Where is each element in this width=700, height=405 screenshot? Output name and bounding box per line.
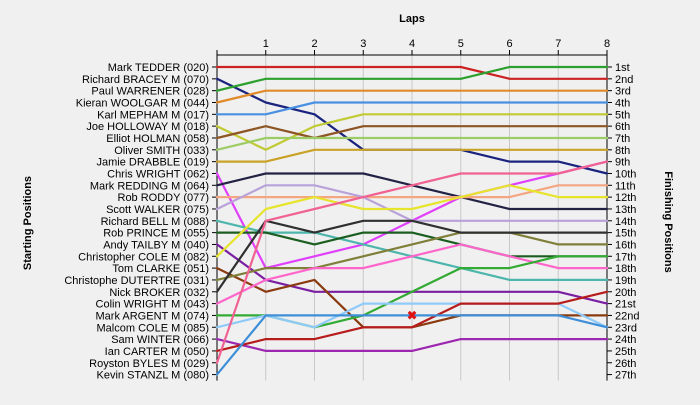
lap-label: 1 xyxy=(263,38,269,50)
series-line-4 xyxy=(215,89,609,104)
series-line-27 xyxy=(215,314,609,376)
starting-label: Richard BRACEY M (070) xyxy=(82,74,209,86)
finishing-label: 9th xyxy=(615,157,630,169)
finishing-label: 26th xyxy=(615,358,636,370)
series-line-21 xyxy=(215,243,609,305)
finishing-label: 27th xyxy=(615,370,636,382)
series-line-26 xyxy=(215,160,609,364)
finishing-label: 23rd xyxy=(615,322,637,334)
starting-label: Andy TAILBY M (040) xyxy=(103,239,209,251)
finishing-label: 18th xyxy=(615,263,636,275)
starting-label: Rob RODDY (077) xyxy=(118,192,210,204)
finishing-label: 22nd xyxy=(615,310,639,322)
starting-label: Karl MEPHAM M (017) xyxy=(97,109,209,121)
finishing-label: 10th xyxy=(615,168,636,180)
series-line-17 xyxy=(215,184,609,258)
series-line-12 xyxy=(215,184,609,199)
series-line-19 xyxy=(215,231,609,281)
finishing-label: 21st xyxy=(615,299,636,311)
lap-label: 7 xyxy=(555,38,561,50)
finishing-label: 8th xyxy=(615,145,630,157)
starting-label: Richard BELL M (088) xyxy=(101,216,209,228)
starting-label: Rob PRINCE M (055) xyxy=(103,228,209,240)
finishing-label: 17th xyxy=(615,251,636,263)
finishing-label: 2nd xyxy=(615,74,633,86)
finishing-label: 16th xyxy=(615,239,636,251)
lap-label: 3 xyxy=(360,38,366,50)
lap-label: 2 xyxy=(311,38,317,50)
starting-position-labels: Mark TEDDER (020)Richard BRACEY M (070)P… xyxy=(64,62,209,382)
starting-label: Kieran WOOLGAR M (044) xyxy=(76,97,209,109)
finishing-label: 19th xyxy=(615,275,636,287)
finishing-label: 11th xyxy=(615,180,636,192)
series-line-25 xyxy=(215,290,609,352)
starting-label: Elliot HOLMAN (058) xyxy=(106,133,209,145)
finishing-label: 4th xyxy=(615,97,630,109)
starting-label: Malcom COLE M (085) xyxy=(97,322,209,334)
finishing-label: 25th xyxy=(615,346,636,358)
starting-label: Mark REDDING M (064) xyxy=(90,180,209,192)
finishing-label: 13th xyxy=(615,204,636,216)
finishing-label: 3rd xyxy=(615,86,631,98)
starting-label: Tom CLARKE (051) xyxy=(112,263,209,275)
incident-marker: ✖ xyxy=(407,308,417,322)
series-line-20 xyxy=(215,219,609,293)
lap-tick-labels: 1 2 3 4 5 6 7 8 xyxy=(263,38,610,50)
chart-title: Laps xyxy=(399,13,425,25)
series-line-15 xyxy=(215,231,609,258)
left-axis-title: Starting Positions xyxy=(22,176,34,270)
starting-label: Jamie DRABBLE (019) xyxy=(97,157,210,169)
series-line-1 xyxy=(215,65,609,80)
finishing-label: 1st xyxy=(615,62,630,74)
starting-label: Royston BYLES M (029) xyxy=(89,358,209,370)
lap-label: 8 xyxy=(604,38,610,50)
lap-label: 5 xyxy=(458,38,464,50)
starting-label: Mark ARGENT M (074) xyxy=(96,310,210,322)
starting-label: Ian CARTER M (050) xyxy=(105,346,209,358)
starting-label: Christopher COLE M (082) xyxy=(78,251,209,263)
starting-label: Kevin STANZL M (080) xyxy=(97,370,209,382)
starting-label: Sam WINTER (066) xyxy=(111,334,209,346)
starting-label: Oliver SMITH (033) xyxy=(114,145,209,157)
series-line-5 xyxy=(215,101,609,116)
starting-label: Mark TEDDER (020) xyxy=(108,62,209,74)
lap-label: 4 xyxy=(409,38,415,50)
series-line-6 xyxy=(215,113,609,151)
starting-label: Colin WRIGHT M (043) xyxy=(96,299,209,311)
series-line-24 xyxy=(215,338,609,352)
finishing-label: 15th xyxy=(615,228,636,240)
series-line-8 xyxy=(215,136,609,151)
starting-label: Nick BROKER (032) xyxy=(109,287,209,299)
finishing-label: 7th xyxy=(615,133,630,145)
right-axis-title: Finishing Positions xyxy=(662,171,674,272)
finishing-position-labels: 1st2nd3rd4th5th6th7th8th9th10th11th12th1… xyxy=(615,62,639,382)
finishing-label: 20th xyxy=(615,287,636,299)
series-line-3 xyxy=(215,65,609,92)
finishing-label: 12th xyxy=(615,192,636,204)
lap-label: 6 xyxy=(506,38,512,50)
finishing-label: 14th xyxy=(615,216,636,228)
series-line-9 xyxy=(215,148,609,163)
finishing-label: 24th xyxy=(615,334,636,346)
starting-label: Chris WRIGHT (062) xyxy=(107,168,209,180)
finishing-label: 5th xyxy=(615,109,630,121)
starting-label: Scott WALKER (075) xyxy=(106,204,209,216)
markers: ✖ xyxy=(407,308,417,322)
starting-label: Paul WARRENER (028) xyxy=(91,86,209,98)
series-lines xyxy=(215,65,609,376)
starting-label: Joe HOLLOWAY M (018) xyxy=(86,121,209,133)
series-line-7 xyxy=(215,125,609,140)
starting-label: Christophe DUTERTRE (031) xyxy=(64,275,209,287)
finishing-label: 6th xyxy=(615,121,630,133)
